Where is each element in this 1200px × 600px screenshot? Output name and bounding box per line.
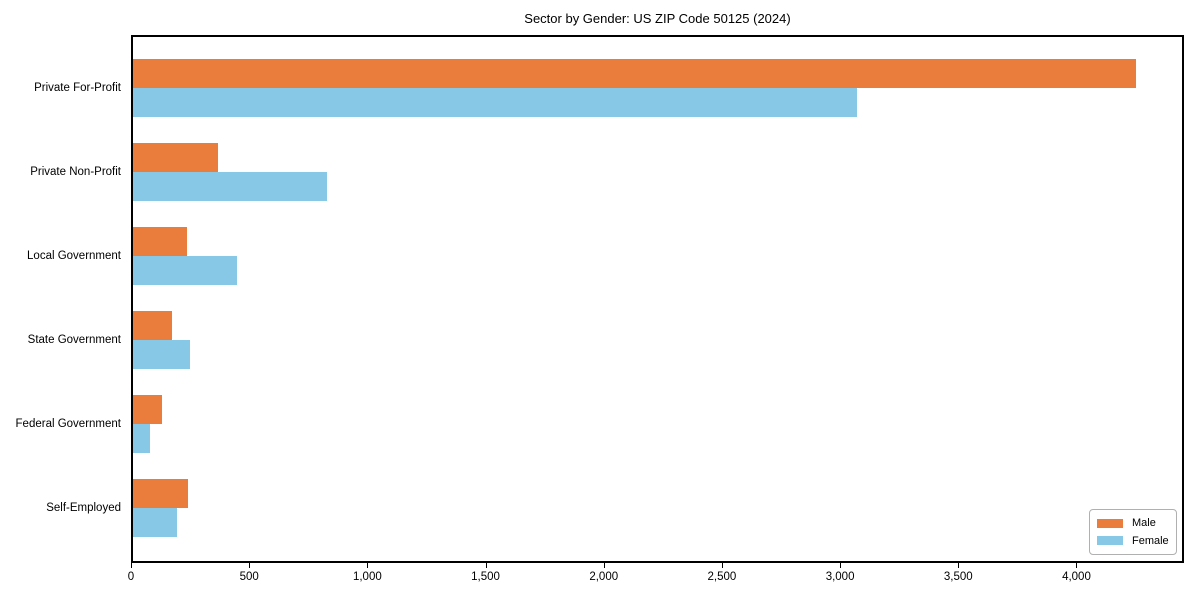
x-axis-tick	[603, 563, 605, 568]
y-axis-label: Private For-Profit	[34, 81, 121, 94]
chart-title: Sector by Gender: US ZIP Code 50125 (202…	[524, 11, 791, 26]
x-axis-tick	[485, 563, 487, 568]
x-axis-tick-label: 2,500	[707, 571, 737, 583]
bar-female-5	[131, 507, 177, 537]
x-axis-tick-label: 0	[127, 571, 135, 583]
bar-male-2	[131, 226, 187, 256]
bar-female-0	[131, 87, 857, 117]
x-axis-tick	[840, 563, 842, 568]
y-axis-label: Local Government	[27, 249, 121, 262]
x-axis-tick	[249, 563, 251, 568]
male-series-swatch	[1097, 518, 1123, 528]
x-axis-tick-label: 1,500	[471, 571, 500, 583]
bar-male-1	[131, 142, 218, 172]
y-axis-label: Self-Employed	[46, 501, 121, 514]
bar-female-2	[131, 255, 237, 285]
y-axis-label: State Government	[27, 333, 121, 346]
plot-border	[131, 35, 1184, 563]
x-axis-tick	[958, 563, 960, 568]
bar-female-1	[131, 171, 327, 201]
legend-label-female: Female	[1132, 534, 1169, 547]
x-axis-tick-label: 3,000	[825, 571, 855, 583]
x-axis-tick-label: 2,000	[589, 571, 619, 583]
female-series-swatch	[1097, 536, 1123, 546]
plot-area	[131, 35, 1184, 563]
bar-male-5	[131, 478, 188, 508]
x-axis-tick	[131, 563, 132, 568]
legend: Male Female	[1089, 509, 1177, 555]
bar-female-4	[131, 423, 150, 453]
legend-item-male: Male	[1097, 517, 1169, 529]
x-axis: 0 500 1,000 1,500 2,000 2,500 3,000 3,500 4,000	[128, 563, 1191, 593]
y-axis-label: Private Non-Profit	[30, 165, 121, 178]
bar-male-3	[131, 310, 172, 340]
y-axis-labels: Private For-Profit Private Non-Profit Loca…	[0, 35, 126, 563]
legend-item-female: Female	[1097, 535, 1169, 547]
bar-male-4	[131, 394, 162, 424]
x-axis-tick	[1076, 563, 1078, 568]
legend-label-male: Male	[1132, 517, 1156, 530]
x-axis-tick-label: 500	[239, 571, 259, 583]
x-axis-tick-label: 3,500	[943, 571, 973, 583]
x-axis-tick	[721, 563, 723, 568]
x-axis-tick	[367, 563, 369, 568]
x-axis-tick-label: 1,000	[352, 571, 382, 583]
x-axis-tick-label: 4,000	[1062, 571, 1091, 583]
y-axis-label: Federal Government	[15, 417, 121, 430]
bar-male-0	[131, 58, 1136, 88]
bar-female-3	[131, 339, 190, 369]
